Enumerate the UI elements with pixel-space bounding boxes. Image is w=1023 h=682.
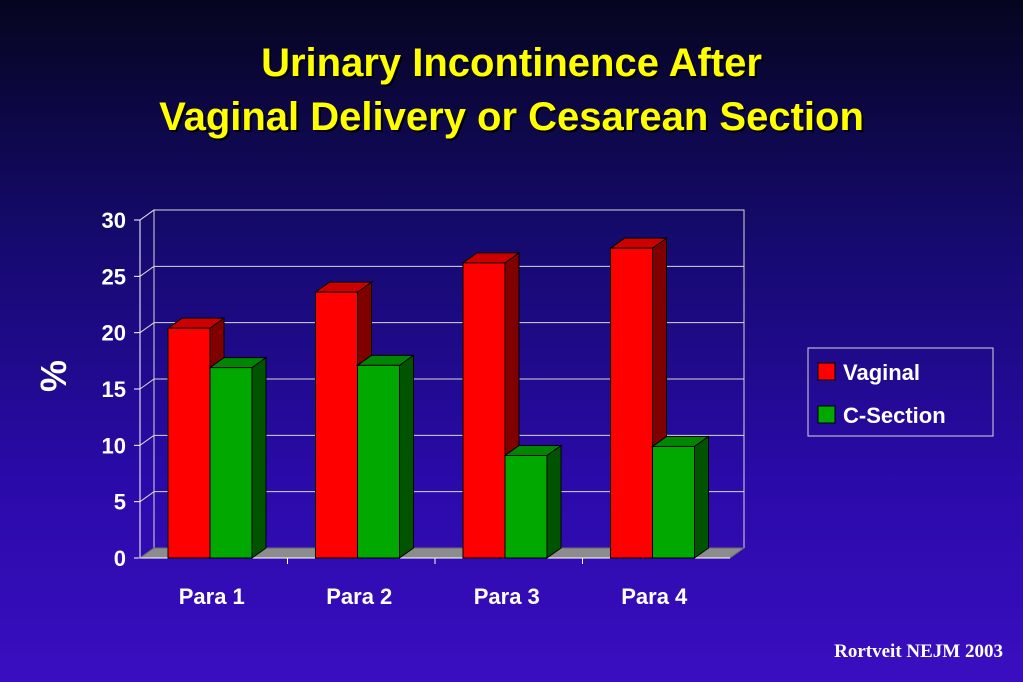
- bar-c-section-3: [650, 435, 711, 559]
- bar-front: [610, 247, 653, 559]
- y-tick-label: 20: [102, 321, 126, 346]
- legend-label: Vaginal: [843, 360, 920, 385]
- gridline-side: [139, 378, 155, 390]
- legend: Vaginal C-Section: [807, 347, 994, 437]
- bar-side: [546, 444, 562, 559]
- bar-vaginal-1: [313, 281, 374, 559]
- bar-front: [167, 327, 211, 559]
- y-tick-label: 30: [102, 208, 126, 233]
- bar-front: [652, 445, 695, 559]
- chart-title-line-1: Urinary Incontinence After: [261, 41, 762, 85]
- y-tick-label: 25: [102, 264, 126, 289]
- bar-vaginal-2: [461, 251, 521, 559]
- bar-front: [209, 367, 253, 559]
- y-tick-label: 15: [102, 377, 126, 402]
- legend-swatch: [817, 405, 836, 424]
- legend-swatch: [817, 362, 836, 381]
- legend-box: [807, 347, 994, 437]
- legend-label: C-Section: [843, 403, 946, 428]
- bar-front: [504, 454, 548, 559]
- bar-front: [357, 364, 400, 559]
- bar-side: [399, 354, 414, 559]
- x-tick-label: Para 2: [326, 584, 392, 609]
- gridline-side: [139, 434, 155, 446]
- citation: Rortveit NEJM 2003: [834, 641, 1003, 662]
- bar-side: [694, 435, 709, 559]
- gridline-side: [139, 265, 155, 277]
- y-tick-label: 5: [114, 490, 126, 515]
- y-tick-label: 10: [102, 433, 126, 458]
- bar-vaginal-3: [608, 237, 669, 559]
- y-axis-title: %: [33, 360, 74, 392]
- bar-front: [462, 262, 506, 559]
- bar-side: [251, 356, 267, 559]
- bar-c-section-2: [503, 444, 563, 559]
- gridline-side: [139, 322, 155, 334]
- x-tick-label: Para 3: [474, 584, 540, 609]
- x-tick-label: Para 1: [179, 584, 245, 609]
- gridline-side: [139, 209, 155, 221]
- bar-front: [315, 291, 358, 559]
- chart-title-line-2: Vaginal Delivery or Cesarean Section: [159, 95, 864, 139]
- gridline-side: [139, 491, 155, 503]
- bar-c-section-1: [355, 354, 416, 559]
- x-tick-label: Para 4: [621, 584, 688, 609]
- y-tick-label: 0: [114, 546, 126, 571]
- bar-c-section-0: [208, 356, 268, 559]
